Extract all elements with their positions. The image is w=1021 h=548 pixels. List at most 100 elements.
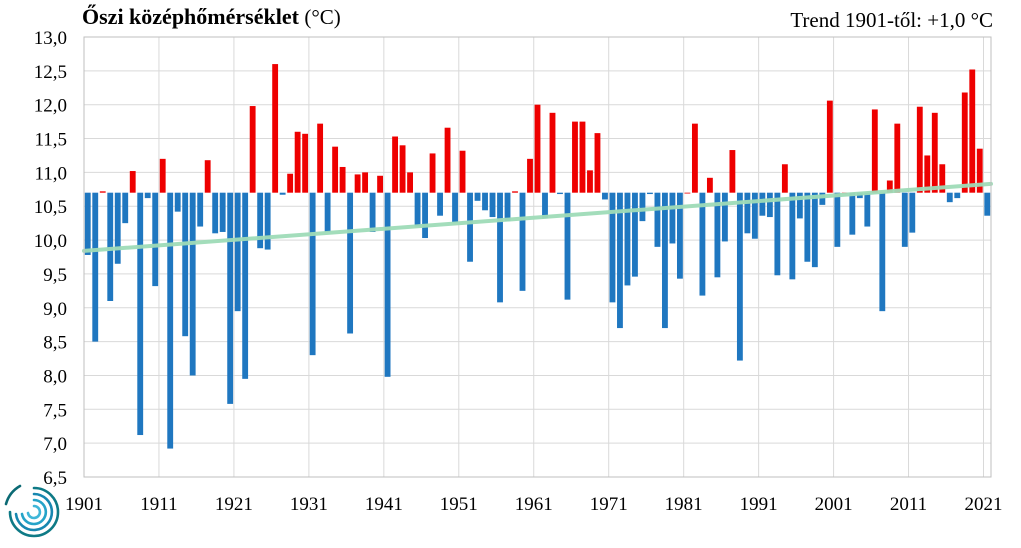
y-tick-label: 13,0 (34, 28, 67, 49)
bar (527, 158, 533, 193)
bar (819, 192, 826, 205)
y-tick-label: 7,0 (43, 434, 67, 455)
bar (594, 133, 601, 193)
bar (676, 192, 683, 279)
bar (482, 192, 488, 211)
bar (467, 192, 473, 262)
bar (354, 174, 361, 193)
bar (766, 192, 773, 218)
x-tick-labels: 1901 1911 1921 1931 1941 1951 1961 1971 1981 1991… (65, 494, 1003, 515)
bar (429, 153, 436, 193)
bar (339, 166, 346, 193)
bar (234, 192, 241, 312)
trend-label: Trend 1901-től: +1,0 °C (790, 8, 993, 32)
bar (249, 106, 256, 193)
x-tick-label: 1941 (365, 494, 403, 515)
bar (691, 123, 698, 193)
bar (901, 192, 908, 247)
bar (602, 192, 608, 200)
bar (302, 133, 309, 193)
bar (347, 192, 354, 334)
x-tick-label: 2021 (965, 494, 1003, 515)
y-tick-labels: 6,5 7,0 7,5 8,0 8,5 9,0 9,5 10,0 10,5 11,0 11,5 12,… (34, 28, 67, 489)
bar (849, 192, 856, 235)
y-tick-label: 9,5 (43, 265, 67, 286)
bar (579, 121, 586, 193)
bar (662, 192, 668, 329)
bar (542, 192, 548, 219)
bar (272, 64, 279, 193)
y-tick-label: 11,0 (34, 163, 67, 184)
bar (647, 192, 653, 195)
bar (864, 192, 871, 227)
y-tick-label: 8,5 (43, 333, 67, 354)
bar (654, 192, 661, 247)
chart-title-main: Őszi középhőmérséklet (82, 4, 299, 29)
bar (639, 192, 646, 222)
bar (137, 192, 144, 436)
bar (129, 171, 136, 193)
x-tick-label: 1901 (65, 494, 103, 515)
bar (879, 192, 886, 312)
bar (946, 192, 953, 203)
trend-line-layer (82, 181, 993, 253)
x-tick-label: 1971 (590, 494, 628, 515)
bar (92, 192, 99, 342)
bar (609, 192, 616, 303)
bar (804, 192, 811, 262)
bar (931, 112, 938, 193)
bar (497, 192, 503, 303)
bar (212, 192, 219, 234)
bar (219, 192, 226, 232)
bar (242, 192, 249, 379)
bar (706, 177, 713, 193)
bar (519, 192, 526, 291)
bar (399, 145, 406, 193)
bar (167, 192, 174, 449)
bar (369, 192, 376, 232)
bar (324, 192, 331, 232)
bar (437, 192, 443, 216)
bar (512, 191, 518, 193)
x-tick-label: 2011 (890, 494, 927, 515)
y-tick-label: 6,5 (43, 468, 67, 489)
bar (294, 131, 301, 193)
chart-title: Őszi középhőmérséklet (°C) (82, 4, 341, 30)
chart-title-unit: (°C) (304, 5, 341, 29)
bar (924, 155, 931, 193)
y-tick-label: 7,5 (43, 400, 67, 421)
bar (886, 180, 893, 193)
bar (377, 175, 384, 193)
bar (976, 148, 983, 193)
bar (452, 192, 458, 223)
bar (916, 106, 923, 193)
y-tick-label: 12,5 (34, 62, 67, 83)
bar (729, 150, 736, 193)
bar (407, 172, 413, 193)
bar (489, 192, 496, 218)
bar (332, 146, 339, 193)
bar (99, 191, 106, 193)
bar (954, 192, 961, 199)
bar (751, 192, 758, 239)
bar (826, 100, 833, 193)
bar (939, 164, 946, 193)
bar (534, 104, 541, 193)
bar (721, 192, 728, 242)
bar (189, 192, 196, 376)
bar (444, 127, 451, 193)
bar (744, 192, 751, 234)
bar (384, 192, 391, 377)
bar (587, 170, 593, 193)
x-tick-label: 1931 (290, 494, 328, 515)
bar (632, 192, 638, 277)
bar (736, 192, 743, 361)
bar (309, 192, 316, 356)
bar (264, 192, 271, 250)
logo-swirl-icon (4, 484, 60, 538)
bar (414, 192, 421, 227)
bar (894, 123, 901, 193)
bar (624, 192, 631, 286)
x-tick-label: 1921 (215, 494, 253, 515)
